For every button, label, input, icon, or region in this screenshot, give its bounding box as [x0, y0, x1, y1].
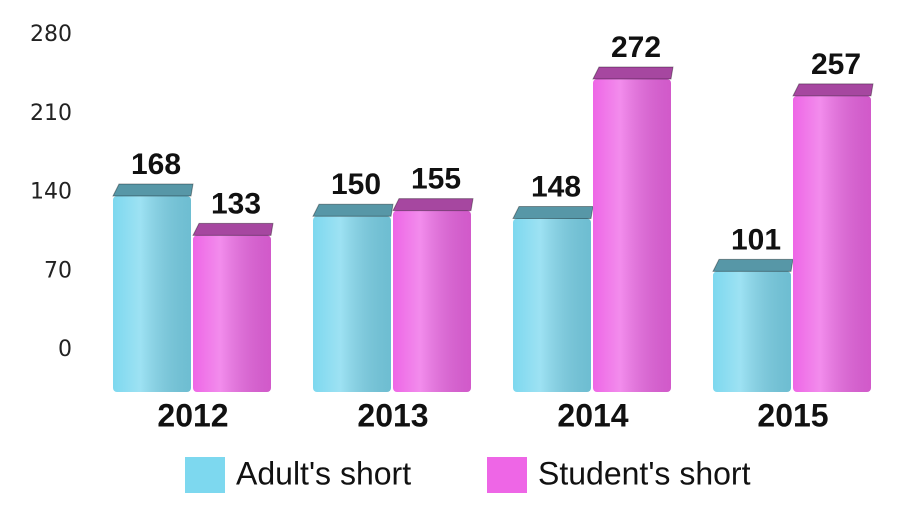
value-label: 168 [131, 148, 181, 181]
bar-top-shade [313, 204, 393, 217]
y-tick-label: 210 [30, 101, 72, 126]
bar-shade [593, 79, 671, 392]
value-label: 148 [531, 170, 581, 203]
y-tick-label: 0 [58, 337, 72, 362]
bar-top-shade [713, 259, 793, 272]
legend-swatch [487, 457, 527, 493]
y-tick-label: 70 [44, 258, 72, 283]
x-tick-label: 2014 [557, 397, 628, 433]
bar-top [392, 198, 474, 212]
legend-label: Student's short [538, 455, 751, 491]
value-label: 150 [331, 168, 381, 201]
bar-shade [313, 216, 391, 392]
bar-top-shade [393, 198, 473, 211]
bar-top [592, 66, 674, 80]
value-label: 272 [611, 31, 661, 64]
value-label: 155 [411, 163, 461, 196]
y-tick-label: 280 [30, 22, 72, 47]
legend-label: Adult's short [236, 455, 411, 491]
bar-top-shade [513, 206, 593, 219]
bar-shade [513, 218, 591, 392]
bar-top [112, 183, 194, 197]
value-label: 133 [211, 187, 261, 220]
bar-shade [113, 196, 191, 392]
bar-top-shade [193, 223, 273, 236]
bar-top [192, 222, 274, 236]
bar-top-shade [593, 67, 673, 79]
bar-shade [393, 210, 471, 392]
bar-top [312, 203, 394, 217]
bar-shade [793, 95, 871, 392]
bar-shade [713, 271, 791, 392]
x-tick-label: 2012 [157, 397, 228, 433]
bar-top-shade [113, 184, 193, 196]
x-tick-label: 2013 [357, 397, 428, 433]
y-tick-label: 140 [30, 180, 72, 205]
bar-top-shade [793, 83, 873, 96]
legend-swatch [185, 457, 225, 493]
x-tick-label: 2015 [757, 397, 828, 433]
bar-top [792, 83, 874, 97]
value-label: 101 [731, 223, 781, 256]
bar-shade [193, 235, 271, 392]
value-label: 257 [811, 48, 861, 81]
